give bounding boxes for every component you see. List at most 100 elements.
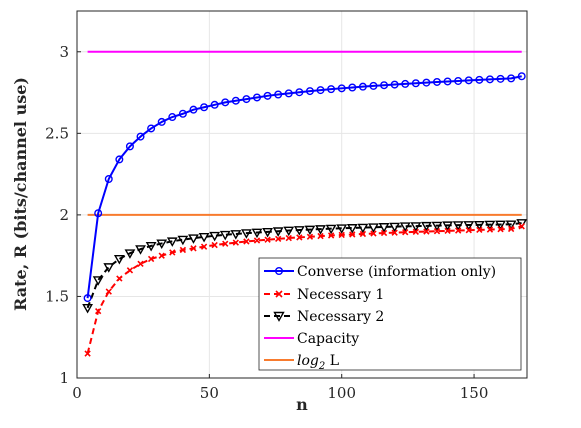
data-point-converse-information-only <box>295 88 304 97</box>
data-point-necessary-1 <box>200 243 208 250</box>
data-point-necessary-2 <box>346 224 358 234</box>
data-point-converse-information-only <box>390 80 399 89</box>
data-point-necessary-2 <box>166 237 178 247</box>
data-point-necessary-2 <box>188 234 199 244</box>
data-point-necessary-1 <box>169 249 176 256</box>
data-point-converse-information-only <box>125 142 134 151</box>
data-point-necessary-2 <box>177 235 189 246</box>
data-point-necessary-2 <box>283 226 295 237</box>
data-point-necessary-2 <box>315 225 326 235</box>
data-point-converse-information-only <box>274 90 283 99</box>
data-point-necessary-2 <box>421 221 432 232</box>
data-point-converse-information-only <box>401 79 410 88</box>
data-point-converse-information-only <box>210 100 219 109</box>
data-point-necessary-1 <box>327 232 335 239</box>
data-point-necessary-1 <box>190 245 197 252</box>
legend-entry-converse: Converse (information only) <box>264 264 496 280</box>
data-point-converse-information-only <box>517 72 526 81</box>
legend-box <box>258 257 522 371</box>
data-point-converse-information-only <box>348 83 357 92</box>
data-point-necessary-2 <box>399 222 411 232</box>
data-point-necessary-1 <box>423 228 430 235</box>
legend-marker-necessary-2 <box>273 311 285 322</box>
data-point-necessary-1 <box>211 241 218 249</box>
y-tick-label: 2 <box>59 206 69 224</box>
data-point-necessary-1 <box>179 246 187 254</box>
data-point-necessary-2 <box>262 227 273 238</box>
data-point-necessary-2 <box>230 230 242 240</box>
data-point-necessary-2 <box>209 231 221 242</box>
data-point-converse-information-only <box>168 113 177 122</box>
data-point-necessary-2 <box>304 225 316 236</box>
y-tick-label: 3 <box>59 43 69 61</box>
data-point-necessary-2 <box>103 263 115 273</box>
data-point-necessary-1 <box>126 267 134 274</box>
data-point-converse-information-only <box>157 117 166 126</box>
data-point-necessary-1 <box>222 240 229 247</box>
data-point-converse-information-only <box>337 84 346 93</box>
data-point-necessary-1 <box>391 229 398 236</box>
data-point-necessary-1 <box>285 234 292 242</box>
data-point-converse-information-only <box>104 175 113 184</box>
data-point-necessary-1 <box>253 237 261 244</box>
data-point-necessary-2 <box>473 220 485 231</box>
data-point-converse-information-only <box>496 74 505 83</box>
data-point-necessary-1 <box>497 226 504 233</box>
data-point-converse-information-only <box>147 124 156 133</box>
data-point-converse-information-only <box>305 87 314 96</box>
data-point-converse-information-only <box>284 89 293 98</box>
data-point-necessary-2 <box>431 221 443 232</box>
data-point-necessary-2 <box>368 223 379 233</box>
data-point-converse-information-only <box>485 75 494 84</box>
legend-marker-necessary-1 <box>275 290 283 298</box>
data-point-necessary-1 <box>147 255 155 263</box>
data-point-necessary-1 <box>296 234 303 241</box>
data-point-necessary-1 <box>275 235 282 243</box>
data-point-necessary-1 <box>359 230 367 238</box>
data-point-necessary-2 <box>156 239 168 250</box>
data-point-converse-information-only <box>178 109 187 118</box>
data-point-converse-information-only <box>507 74 516 83</box>
x-axis-label: n <box>296 395 308 414</box>
data-point-converse-information-only <box>327 85 336 94</box>
data-point-necessary-2 <box>135 245 146 255</box>
data-point-necessary-2 <box>505 220 517 230</box>
data-point-necessary-2 <box>219 230 231 241</box>
data-point-converse-information-only <box>115 155 124 164</box>
series-line-converse-information-only <box>86 75 522 299</box>
data-point-converse-information-only <box>242 95 251 104</box>
legend-label-log2-suffix: L <box>325 353 339 369</box>
y-tick-label: 2.5 <box>45 124 69 142</box>
legend-entry-log2: log2 L <box>264 353 339 372</box>
data-point-necessary-1 <box>84 350 91 357</box>
data-point-converse-information-only <box>316 86 325 95</box>
data-point-necessary-1 <box>158 252 165 259</box>
legend-label-necessary-1: Necessary 1 <box>297 287 384 303</box>
data-point-necessary-2 <box>251 228 263 239</box>
data-point-necessary-1 <box>370 230 377 237</box>
data-point-necessary-1 <box>465 227 472 234</box>
legend-label-converse: Converse (information only) <box>297 264 496 280</box>
data-point-necessary-1 <box>116 275 123 282</box>
data-point-converse-information-only <box>136 132 145 141</box>
data-point-converse-information-only <box>433 77 442 86</box>
data-point-necessary-1 <box>317 232 324 240</box>
series-layer <box>82 50 528 357</box>
x-tick-label: 150 <box>460 384 489 402</box>
x-tick-label: 100 <box>327 384 356 402</box>
legend-label-log2: log2 L <box>297 353 339 372</box>
data-point-converse-information-only <box>369 81 378 90</box>
data-point-converse-information-only <box>380 81 389 90</box>
data-point-necessary-2 <box>272 227 284 237</box>
data-point-converse-information-only <box>475 75 484 84</box>
data-point-necessary-2 <box>336 224 348 234</box>
plot-frame <box>76 10 528 379</box>
legend-label-capacity: Capacity <box>297 331 359 347</box>
data-point-necessary-1 <box>264 236 271 243</box>
data-point-necessary-1 <box>412 228 419 236</box>
data-point-converse-information-only <box>252 93 261 102</box>
data-point-converse-information-only <box>94 209 103 218</box>
data-point-converse-information-only <box>221 98 230 107</box>
data-point-necessary-2 <box>113 255 125 265</box>
data-point-necessary-1 <box>95 307 102 315</box>
